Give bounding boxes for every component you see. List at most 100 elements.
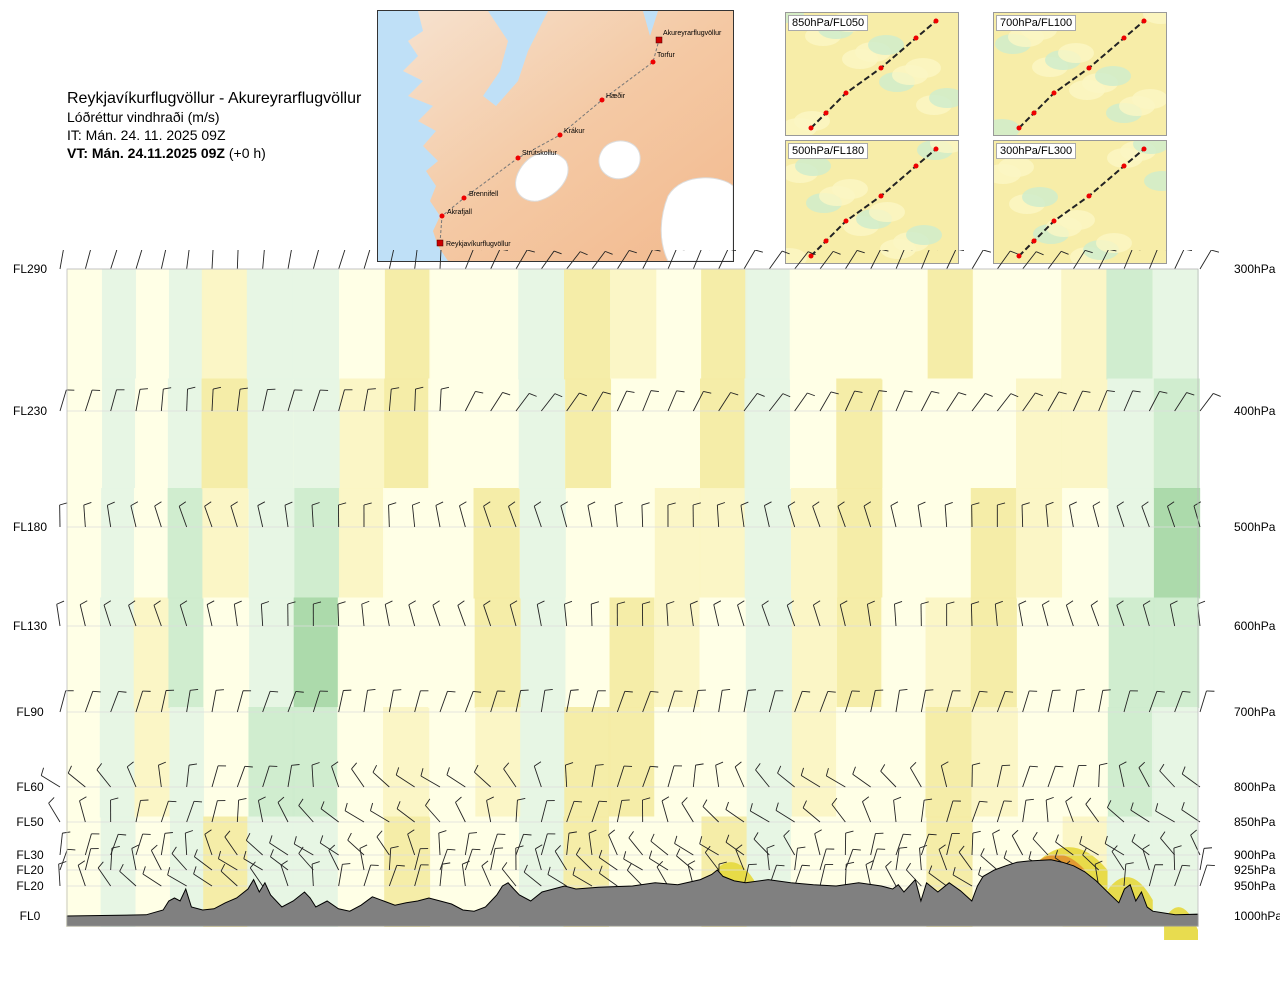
wind-barb [338, 689, 352, 713]
barb-flag [154, 501, 162, 507]
velocity-cell [1062, 488, 1109, 599]
wind-barb [1072, 764, 1087, 788]
barb-flag [1069, 501, 1077, 506]
velocity-cell [134, 707, 170, 818]
wind-barb [459, 501, 467, 528]
barb-flag [447, 690, 456, 693]
barb-staff [1022, 766, 1031, 788]
barb-staff [193, 873, 213, 887]
barb-flag [952, 866, 956, 875]
barb-staff [794, 865, 803, 887]
barb-flag [995, 600, 1003, 605]
route-map: Reykjavíkurflugvöllur Akrafjall Brennifell… [377, 10, 734, 262]
barb-staff [186, 690, 191, 713]
wind-barb [642, 390, 659, 412]
wind-barb [1199, 690, 1215, 713]
wind-barb [1098, 250, 1117, 270]
barb-flag [130, 501, 139, 507]
wind-barb [844, 690, 860, 713]
barb-staff [940, 765, 948, 788]
velocity-cell [339, 378, 386, 489]
wind-barb [359, 844, 368, 871]
inset-map-svg [994, 141, 1166, 263]
barb-flag [904, 390, 913, 393]
barb-flag [564, 600, 573, 605]
velocity-cell [925, 707, 972, 818]
barb-flag [1055, 834, 1059, 843]
wind-barb [642, 765, 659, 788]
velocity-cell [65, 816, 101, 927]
wind-barb [1041, 600, 1050, 627]
wind-barb [193, 849, 213, 871]
wind-barb [135, 799, 149, 823]
barb-flag [359, 844, 368, 849]
barb-staff [126, 766, 137, 788]
velocity-cell [835, 269, 882, 380]
wind-barb [59, 389, 75, 412]
velocity-cell [654, 707, 701, 818]
barb-flag [1042, 600, 1050, 606]
barb-staff [590, 603, 593, 627]
barb-flag [972, 762, 981, 766]
velocity-cell [836, 707, 883, 818]
barb-flag [1170, 600, 1178, 605]
pressure-label: 925hPa [1234, 863, 1276, 877]
wind-barb [725, 801, 745, 823]
barb-flag [537, 600, 545, 605]
barb-flag [865, 860, 874, 865]
inset-waypoint-marker [913, 35, 919, 41]
velocity-cell [610, 269, 657, 380]
wind-barb [812, 600, 821, 627]
barb-flag [846, 861, 855, 865]
wind-barb [819, 690, 836, 713]
barb-staff [1045, 505, 1049, 528]
wind-barb [946, 250, 965, 270]
barb-staff [616, 800, 623, 823]
wind-barb [674, 835, 694, 856]
barb-staff [135, 690, 144, 713]
barb-staff [996, 393, 1012, 412]
wind-barb [540, 833, 556, 856]
wind-barb [135, 690, 151, 713]
barb-flag [1213, 393, 1221, 397]
wind-barb [755, 763, 770, 788]
wind-barb [1174, 690, 1191, 713]
wind-barb [794, 690, 811, 713]
barb-staff [1072, 765, 1079, 788]
velocity-cell [67, 269, 102, 380]
inset-waypoint-marker [843, 90, 849, 96]
barb-flag [734, 761, 742, 768]
barb-flag [862, 796, 870, 802]
wind-barb [262, 250, 265, 270]
wind-barb [40, 767, 61, 788]
barb-flag [103, 600, 112, 606]
wind-barb [870, 390, 887, 412]
wind-barb [1148, 391, 1168, 412]
barb-flag [1082, 847, 1087, 856]
barb-staff [676, 855, 694, 871]
wind-barb [224, 830, 238, 856]
barb-flag [1109, 250, 1117, 252]
wind-barb [59, 502, 68, 528]
barb-staff [59, 389, 67, 412]
barb-staff [311, 864, 314, 887]
barb-staff [220, 870, 238, 887]
level-labels: FL290 300hPa FL230 400hPa FL180 500hPa FL130 60… [13, 262, 1280, 927]
barb-flag [361, 600, 370, 605]
barb-staff [474, 771, 491, 788]
barb-flag [832, 250, 841, 255]
wind-barb [761, 600, 770, 627]
waypoint-marker [650, 59, 656, 65]
wind-barb [1098, 689, 1111, 713]
barb-staff [408, 604, 416, 627]
barb-flag [1211, 250, 1220, 253]
barb-staff [84, 389, 93, 412]
barb-staff [287, 389, 295, 412]
barb-flag [446, 767, 450, 776]
wind-barb [1022, 392, 1043, 412]
barb-flag [808, 251, 816, 256]
barb-flag [1203, 847, 1213, 849]
flight-level-label: FL0 [20, 909, 41, 923]
barb-flag [1159, 391, 1168, 394]
barb-staff [277, 802, 289, 823]
